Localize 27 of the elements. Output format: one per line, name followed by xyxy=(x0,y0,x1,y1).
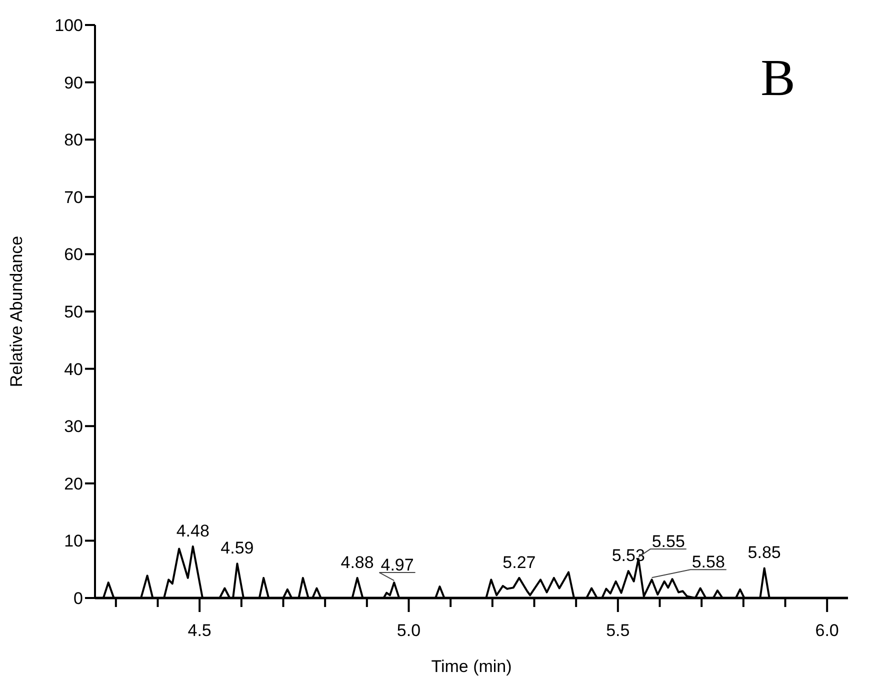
annotation: 5.58 xyxy=(692,552,725,572)
y-tick-label: 70 xyxy=(64,188,83,207)
y-tick-label: 100 xyxy=(54,16,83,35)
text: B xyxy=(760,50,796,107)
y-tick-label: 10 xyxy=(64,532,83,551)
y-axis-title: Relative Abundance xyxy=(7,236,26,388)
y-tick-label: 30 xyxy=(64,417,83,436)
y-tick-label: 80 xyxy=(64,130,83,150)
annotation: 5.85 xyxy=(748,543,781,562)
annotation: 4.48 xyxy=(176,521,210,540)
x-tick-label: 6.0 xyxy=(815,621,839,640)
annotation: 5.27 xyxy=(502,552,536,572)
x-axis-title: Time (min) xyxy=(431,657,512,676)
y-tick-label: 60 xyxy=(64,245,83,264)
annotation: 4.59 xyxy=(220,538,254,558)
y-tick-label: 20 xyxy=(64,474,83,494)
x-tick-label: 4.5 xyxy=(188,621,212,640)
annotation: 5.53 xyxy=(612,546,645,566)
x-tick-label: 5.5 xyxy=(606,621,630,640)
y-tick-label: 40 xyxy=(64,360,83,379)
y-tick-label: 50 xyxy=(64,302,83,322)
annotation: 4.88 xyxy=(340,552,374,572)
x-tick-label: 5.0 xyxy=(396,621,421,640)
y-tick-label: 90 xyxy=(64,73,83,92)
annotation: 5.55 xyxy=(652,532,685,552)
annotation: 4.97 xyxy=(380,556,414,575)
y-tick-label: 0 xyxy=(74,589,83,608)
